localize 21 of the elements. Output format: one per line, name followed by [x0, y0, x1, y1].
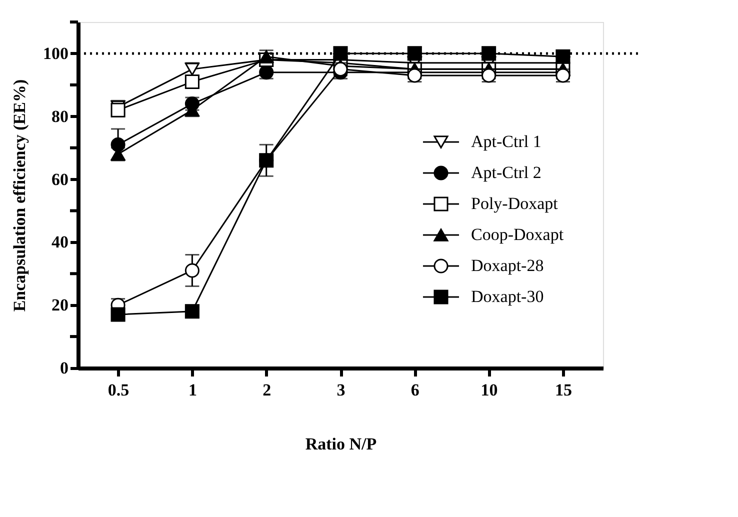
- legend-label: Apt-Ctrl 2: [471, 163, 542, 182]
- y-tick-label: 60: [52, 170, 68, 189]
- legend-label: Doxapt-28: [471, 256, 544, 275]
- x-tick-label: 2: [262, 380, 272, 400]
- legend-label: Poly-Doxapt: [471, 194, 558, 213]
- y-tick-label: 80: [52, 106, 68, 126]
- legend-label: Doxapt-30: [471, 287, 544, 306]
- y-tick-label: 20: [52, 296, 68, 315]
- x-tick-label: 3: [336, 380, 346, 400]
- x-tick-label: 1: [188, 380, 197, 400]
- y-axis-title: Encapsulation efficiency (EE%): [10, 79, 29, 312]
- y-tick-label: 100: [43, 44, 68, 63]
- legend-label: Coop-Doxapt: [471, 225, 564, 244]
- x-axis-title: Ratio N/P: [305, 434, 377, 454]
- y-tick-label: 40: [52, 232, 68, 252]
- x-tick-label: 0.5: [108, 380, 130, 400]
- x-tick-label: 6: [410, 380, 420, 400]
- legend-label: Apt-Ctrl 1: [471, 132, 542, 151]
- y-tick-label: 0: [60, 358, 68, 378]
- x-tick-label: 15: [554, 380, 572, 400]
- x-tick-label: 10: [480, 380, 498, 400]
